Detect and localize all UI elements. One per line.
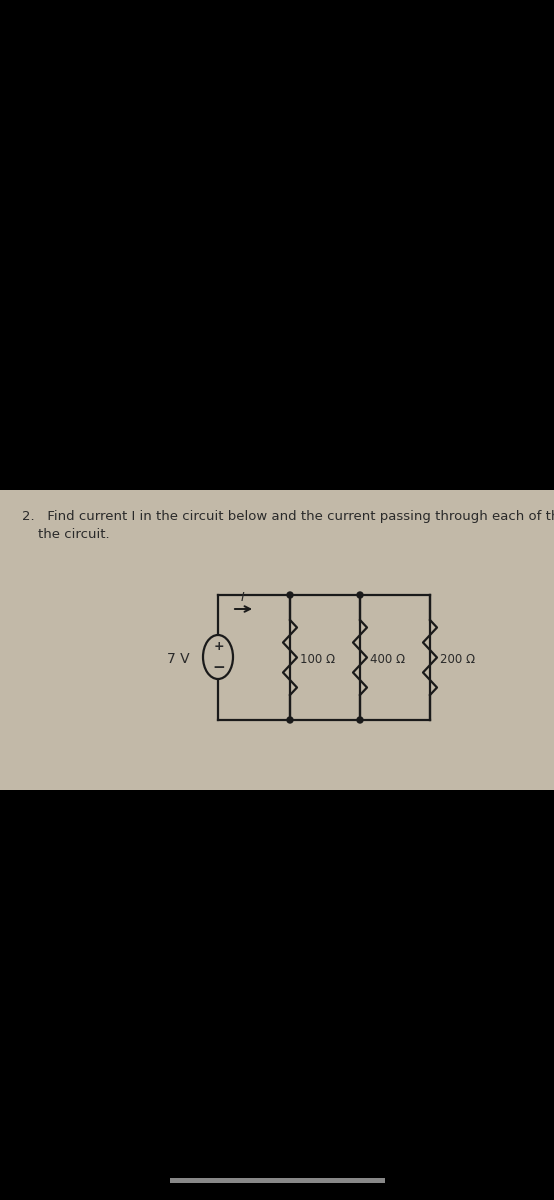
Circle shape (357, 716, 363, 722)
Circle shape (357, 592, 363, 598)
Text: −: − (213, 660, 225, 674)
Text: 400 Ω: 400 Ω (370, 653, 405, 666)
Ellipse shape (203, 635, 233, 679)
Circle shape (287, 716, 293, 722)
Circle shape (287, 592, 293, 598)
Text: +: + (214, 641, 224, 654)
Bar (0, 490, 554, 790)
Bar (170, 1178, 385, 1183)
Text: 2.   Find current I in the circuit below and the current passing through each of: 2. Find current I in the circuit below a… (22, 510, 554, 523)
Text: 7 V: 7 V (167, 652, 190, 666)
Text: I: I (241, 590, 245, 604)
Text: the circuit.: the circuit. (38, 528, 110, 541)
Text: 100 Ω: 100 Ω (300, 653, 335, 666)
Text: 200 Ω: 200 Ω (440, 653, 475, 666)
